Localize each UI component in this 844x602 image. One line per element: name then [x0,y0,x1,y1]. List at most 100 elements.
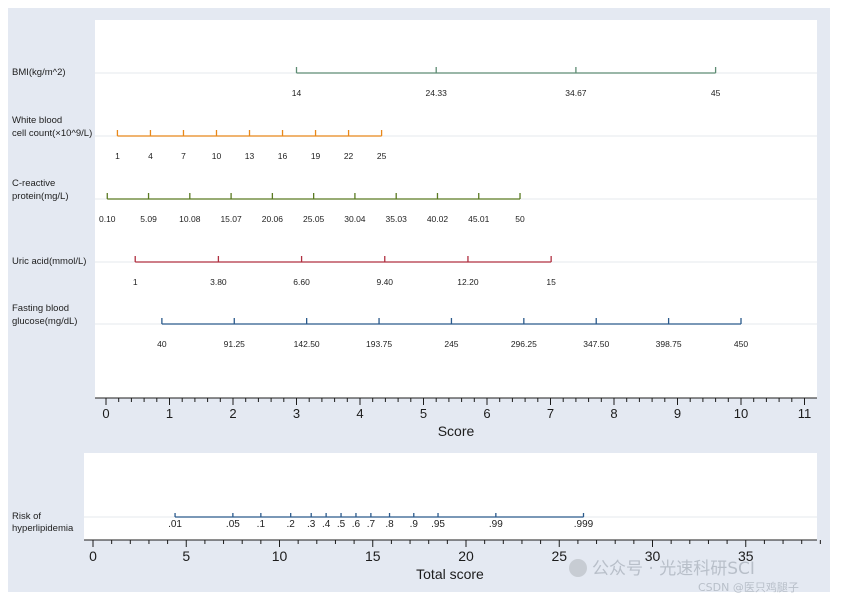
risk-tick-label: .99 [489,519,503,530]
watermark: 公众号 · 光速科研SCI CSDN @医只鸡腿子 [569,559,799,594]
predictor-row-1: White blood cell count(×10^9/L) 1 4 7 10 13 16 1… [12,115,387,161]
predictor-tick-label: 91.25 [224,339,246,349]
risk-tick-label: .5 [337,519,346,530]
predictor-tick-label: 10 [212,151,222,161]
predictor-tick-label: 3.80 [210,277,227,287]
predictor-row-4: Fasting blood glucose(mg/dL) 40 91.25 142.50… [12,303,748,349]
predictor-tick-label: 6.60 [293,277,310,287]
score-axis-tick-label: 11 [798,406,812,421]
predictor-tick-label: 450 [734,339,748,349]
predictor-tick-label: 45.01 [468,214,490,224]
risk-tick-label: .01 [168,519,182,530]
risk-label: hyperlipidemia [12,523,74,534]
predictor-tick-label: 193.75 [366,339,392,349]
predictor-tick-label: 398.75 [656,339,682,349]
predictor-tick-label: 35.03 [386,214,408,224]
predictor-label: Fasting blood [12,303,69,314]
score-axis-tick-label: 0 [102,406,109,421]
predictor-tick-label: 142.50 [294,339,320,349]
predictor-tick-label: 10.08 [179,214,201,224]
predictor-tick-label: 50 [515,214,525,224]
predictor-label: cell count(×10^9/L) [12,128,92,139]
risk-tick-label: .4 [322,519,331,530]
total-score-tick-label: 10 [272,548,288,564]
risk-tick-label: .999 [574,519,594,530]
predictor-label: protein(mg/L) [12,191,69,202]
risk-tick-label: .3 [307,519,316,530]
predictor-tick-label: 296.25 [511,339,537,349]
predictor-row-3: Uric acid(mmol/L) 1 3.80 6.60 9.40 12.20 15 [12,256,556,287]
predictor-tick-label: 34.67 [565,88,587,98]
risk-tick-label: .7 [367,519,376,530]
predictor-tick-label: 15 [546,277,556,287]
predictor-tick-label: 12.20 [457,277,479,287]
total-score-tick-label: 0 [89,548,97,564]
score-axis: 0 1 2 3 4 5 6 7 8 9 10 11 Score [95,397,817,439]
predictor-tick-label: 25 [377,151,387,161]
predictor-label: glucose(mg/dL) [12,316,77,327]
watermark-sub: CSDN @医只鸡腿子 [698,580,799,594]
predictor-tick-label: 13 [245,151,255,161]
predictor-tick-label: 7 [181,151,186,161]
predictor-tick-label: 0.10 [99,214,116,224]
predictor-tick-label: 5.09 [140,214,157,224]
predictor-row-0: BMI(kg/m^2) 14 24.33 34.67 45 [12,67,721,98]
predictor-tick-label: 19 [311,151,321,161]
predictor-tick-label: 15.07 [220,214,242,224]
risk-tick-label: .1 [257,519,266,530]
score-axis-tick-label: 5 [420,406,427,421]
predictor-tick-label: 24.33 [426,88,448,98]
predictor-tick-label: 1 [133,277,138,287]
total-score-axis-title: Total score [416,566,484,582]
score-axis-tick-label: 9 [674,406,681,421]
wechat-logo-icon [569,559,587,577]
predictor-tick-label: 9.40 [376,277,393,287]
predictor-tick-label: 40 [157,339,167,349]
total-score-tick-label: 35 [738,548,754,564]
score-axis-tick-label: 10 [734,406,748,421]
predictor-label: BMI(kg/m^2) [12,67,66,78]
predictor-tick-label: 20.06 [262,214,284,224]
watermark-main: 公众号 · 光速科研SCI [592,559,755,579]
score-axis-tick-label: 7 [547,406,554,421]
risk-tick-label: .95 [431,519,445,530]
risk-plot-area [84,453,817,540]
predictor-tick-label: 347.50 [583,339,609,349]
score-axis-tick-label: 2 [229,406,236,421]
total-score-tick-label: 5 [182,548,190,564]
score-axis-tick-label: 1 [166,406,173,421]
score-axis-title: Score [438,423,475,439]
predictor-tick-label: 40.02 [427,214,449,224]
risk-tick-label: .9 [410,519,419,530]
risk-tick-label: .8 [385,519,394,530]
predictor-label: Uric acid(mmol/L) [12,256,86,267]
predictor-label: White blood [12,115,62,126]
predictor-tick-label: 245 [444,339,458,349]
total-score-tick-label: 30 [645,548,661,564]
predictor-label: C-reactive [12,178,55,189]
risk-tick-label: .05 [226,519,240,530]
score-axis-tick-label: 8 [610,406,617,421]
total-score-tick-label: 20 [458,548,474,564]
predictor-tick-label: 25.05 [303,214,325,224]
predictor-tick-label: 30.04 [344,214,366,224]
predictor-tick-label: 4 [148,151,153,161]
predictor-tick-label: 16 [278,151,288,161]
predictor-tick-label: 45 [711,88,721,98]
risk-label: Risk of [12,511,41,522]
total-score-tick-label: 25 [551,548,567,564]
risk-tick-label: .6 [352,519,361,530]
main-plot-area [95,20,817,398]
risk-tick-label: .2 [287,519,296,530]
predictor-tick-label: 1 [115,151,120,161]
predictor-tick-label: 22 [344,151,354,161]
score-axis-tick-label: 3 [293,406,300,421]
predictor-tick-label: 14 [292,88,302,98]
score-axis-tick-label: 4 [356,406,363,421]
predictor-row-2: C-reactive protein(mg/L) 0.10 5.09 10.08 15.0… [12,178,525,224]
score-axis-tick-label: 6 [483,406,490,421]
